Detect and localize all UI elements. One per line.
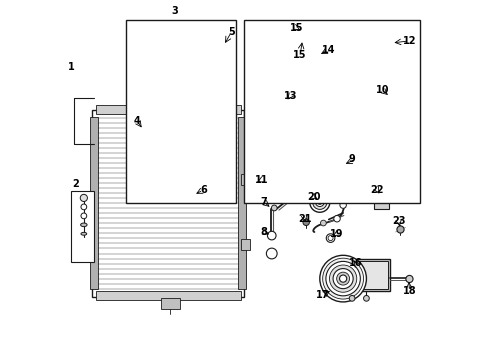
Text: 9: 9 [348,154,355,164]
Circle shape [140,138,147,145]
Circle shape [336,272,349,285]
Circle shape [188,192,196,201]
Circle shape [363,296,368,301]
Circle shape [283,102,288,107]
Bar [70,191,94,262]
Circle shape [325,234,334,242]
Text: 15: 15 [293,50,306,60]
Text: 17: 17 [315,291,329,301]
Text: 14: 14 [321,45,334,55]
Text: 4: 4 [133,116,140,126]
Text: 5: 5 [227,27,234,37]
Text: 21: 21 [297,214,311,224]
Circle shape [320,220,325,226]
Circle shape [333,174,340,180]
Bar [283,105,288,116]
Text: 13: 13 [283,91,297,101]
Bar [96,291,241,300]
Ellipse shape [81,223,87,226]
Circle shape [325,261,360,296]
Circle shape [215,40,228,53]
Text: 11: 11 [254,175,268,185]
Bar [244,21,419,203]
Circle shape [383,91,395,104]
Text: 20: 20 [307,192,321,202]
Circle shape [348,296,354,301]
Text: 7: 7 [260,197,267,207]
Bar [92,110,244,297]
Text: 19: 19 [329,229,343,239]
Bar [373,184,388,209]
Circle shape [248,179,254,185]
Circle shape [312,195,326,210]
Circle shape [298,28,305,35]
Text: 3: 3 [171,6,178,16]
Bar [126,21,235,203]
Circle shape [315,198,324,207]
Circle shape [312,56,319,63]
Circle shape [309,192,329,212]
Bar [96,105,241,114]
Circle shape [319,255,366,302]
Text: 6: 6 [200,185,206,195]
Bar [90,117,98,289]
Circle shape [322,258,363,299]
Text: 23: 23 [391,216,405,226]
Bar [241,174,249,185]
Bar [238,117,245,289]
Circle shape [385,93,393,102]
Circle shape [396,226,403,233]
Circle shape [249,185,254,190]
Circle shape [329,265,356,292]
Circle shape [298,37,305,44]
Bar [346,259,389,291]
Circle shape [267,231,276,240]
Text: 2: 2 [72,179,79,189]
Bar [171,120,178,125]
Circle shape [313,52,319,58]
Circle shape [383,38,395,49]
Circle shape [386,40,392,47]
Circle shape [80,194,87,202]
Text: 15: 15 [289,23,303,33]
Circle shape [266,248,277,259]
Bar [161,298,180,309]
Text: 10: 10 [375,85,388,95]
Circle shape [405,275,412,283]
Circle shape [190,194,195,199]
Circle shape [332,269,352,289]
Circle shape [339,188,346,194]
Circle shape [339,202,346,208]
Circle shape [138,132,148,142]
Text: 12: 12 [402,36,415,46]
Circle shape [333,216,340,222]
Circle shape [317,200,321,204]
Text: 18: 18 [402,286,415,296]
Circle shape [339,275,346,282]
Text: 16: 16 [348,258,362,268]
Ellipse shape [81,232,86,235]
Circle shape [327,235,332,240]
Bar [241,239,249,250]
Circle shape [271,205,277,211]
Circle shape [218,42,226,50]
Bar [359,261,387,289]
Text: 8: 8 [260,227,267,237]
Text: 1: 1 [68,62,75,72]
Text: 22: 22 [370,185,383,195]
Circle shape [81,213,86,219]
Circle shape [303,219,309,226]
Circle shape [81,204,86,210]
